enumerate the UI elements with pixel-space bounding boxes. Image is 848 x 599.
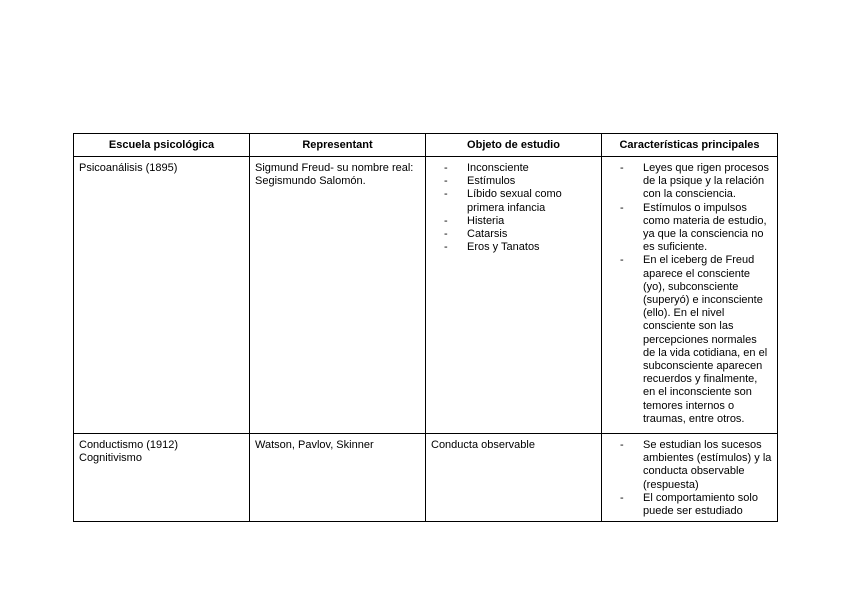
list-item: Líbido sexual como primera infancia (431, 188, 596, 214)
cell-representante: Watson, Pavlov, Skinner (249, 432, 426, 523)
header-representante: Representant (249, 133, 426, 157)
header-escuela: Escuela psicológica (73, 133, 250, 157)
list-item: Estímulos o impulsos como materia de est… (607, 202, 772, 255)
cell-objeto: Inconsciente Estímulos Líbido sexual com… (425, 156, 602, 434)
cell-escuela: Psicoanálisis (1895) (73, 156, 250, 434)
table-row: Psicoanálisis (1895) Sigmund Freud- su n… (73, 156, 778, 434)
list-item: En el iceberg de Freud aparece el consci… (607, 254, 772, 426)
table-row: Conductismo (1912) Cognitivismo Watson, … (73, 432, 778, 523)
psychology-schools-table: Escuela psicológica Representant Objeto … (73, 133, 778, 523)
cell-escuela: Conductismo (1912) Cognitivismo (73, 432, 250, 523)
cell-representante: Sigmund Freud- su nombre real: Segismund… (249, 156, 426, 434)
list-item: Histeria (431, 215, 596, 228)
header-row: Escuela psicológica Representant Objeto … (73, 133, 778, 157)
header-caracteristicas: Características principales (601, 133, 778, 157)
cell-objeto: Conducta observable (425, 432, 602, 523)
header-objeto: Objeto de estudio (425, 133, 602, 157)
list-item: Catarsis (431, 228, 596, 241)
list-item: Eros y Tanatos (431, 241, 596, 254)
list-item: El comportamiento solo puede ser estudia… (607, 492, 772, 518)
cell-caracteristicas: Leyes que rigen procesos de la psique y … (601, 156, 778, 434)
list-item: Se estudian los sucesos ambientes (estím… (607, 439, 772, 492)
list-item: Inconsciente (431, 162, 596, 175)
list-item: Leyes que rigen procesos de la psique y … (607, 162, 772, 202)
cell-caracteristicas: Se estudian los sucesos ambientes (estím… (601, 432, 778, 523)
list-item: Estímulos (431, 175, 596, 188)
